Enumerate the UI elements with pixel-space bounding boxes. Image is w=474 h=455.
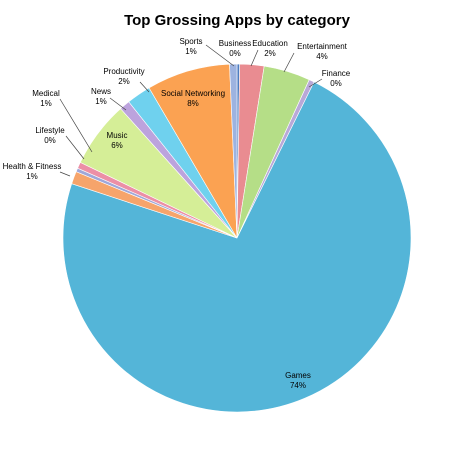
- slice-percent-finance: 0%: [330, 79, 342, 88]
- slice-label-social-networking: Social Networking: [161, 89, 225, 98]
- slice-percent-education: 2%: [264, 49, 276, 58]
- pie-slices: [62, 63, 412, 413]
- slice-percent-music: 6%: [111, 141, 123, 150]
- slice-label-sports: Sports: [179, 37, 202, 46]
- slice-label-music: Music: [107, 131, 128, 140]
- slice-percent-health-fitness: 1%: [26, 172, 38, 181]
- slice-label-business: Business: [219, 39, 251, 48]
- slice-labels: Sports1%Business0%Education2%Entertainme…: [3, 37, 351, 390]
- leader-lines: [59, 44, 323, 177]
- slice-percent-lifestyle: 0%: [44, 136, 56, 145]
- slice-percent-social-networking: 8%: [187, 99, 199, 108]
- leader-line-lifestyle: [65, 135, 85, 160]
- slice-label-news: News: [91, 87, 111, 96]
- slice-percent-entertainment: 4%: [316, 52, 328, 61]
- leader-line-finance: [308, 78, 323, 88]
- slice-percent-sports: 1%: [185, 47, 197, 56]
- leader-line-productivity: [139, 81, 150, 93]
- slice-label-entertainment: Entertainment: [297, 42, 348, 51]
- pie-slice-sports: [229, 63, 238, 239]
- slice-label-finance: Finance: [322, 69, 351, 78]
- chart-title: Top Grossing Apps by category: [124, 12, 351, 29]
- slice-percent-productivity: 2%: [118, 77, 130, 86]
- slice-label-education: Education: [252, 39, 288, 48]
- slice-percent-news: 1%: [95, 97, 107, 106]
- slice-label-productivity: Productivity: [103, 67, 144, 76]
- slice-label-lifestyle: Lifestyle: [35, 126, 65, 135]
- leader-line-health-fitness: [59, 171, 71, 177]
- slice-label-medical: Medical: [32, 89, 60, 98]
- slice-label-games: Games: [285, 371, 311, 380]
- slice-percent-business: 0%: [229, 49, 241, 58]
- slice-percent-medical: 1%: [40, 99, 52, 108]
- leader-line-entertainment: [283, 52, 295, 73]
- leader-line-education: [250, 49, 259, 67]
- leader-line-medical: [59, 98, 93, 153]
- slice-percent-games: 74%: [290, 381, 306, 390]
- leader-line-sports: [205, 44, 235, 67]
- slice-label-health-fitness: Health & Fitness: [3, 162, 62, 171]
- pie-slice-games: [62, 81, 412, 413]
- leader-line-news: [109, 97, 127, 111]
